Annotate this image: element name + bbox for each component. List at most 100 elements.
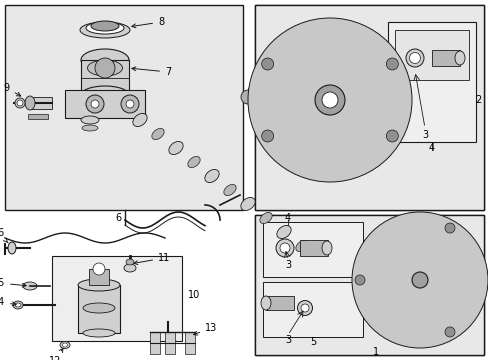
Bar: [247, 88, 267, 106]
Text: 7: 7: [132, 67, 171, 77]
Bar: [263, 222, 362, 277]
Circle shape: [261, 130, 273, 142]
Ellipse shape: [405, 49, 423, 67]
Ellipse shape: [23, 282, 37, 290]
Ellipse shape: [408, 53, 420, 63]
Ellipse shape: [321, 241, 331, 255]
Ellipse shape: [60, 342, 70, 348]
Circle shape: [274, 45, 384, 155]
Circle shape: [261, 58, 273, 70]
Ellipse shape: [126, 259, 134, 265]
Circle shape: [93, 263, 105, 275]
Circle shape: [247, 18, 411, 182]
Ellipse shape: [62, 343, 67, 347]
Circle shape: [354, 275, 364, 285]
Circle shape: [444, 327, 454, 337]
Text: 4: 4: [285, 213, 290, 223]
Ellipse shape: [15, 98, 25, 108]
Bar: [431, 50, 459, 66]
Ellipse shape: [80, 22, 130, 38]
Circle shape: [121, 95, 139, 113]
Circle shape: [444, 223, 454, 233]
Bar: [263, 282, 362, 337]
Text: 3: 3: [285, 335, 290, 345]
Ellipse shape: [83, 329, 115, 337]
Ellipse shape: [168, 141, 183, 154]
Bar: [89, 269, 109, 285]
Circle shape: [321, 92, 337, 108]
Circle shape: [386, 58, 398, 70]
Bar: [5, 5, 243, 210]
Ellipse shape: [204, 170, 219, 183]
Bar: [184, 332, 195, 354]
Text: 13: 13: [193, 323, 217, 335]
Text: 6: 6: [115, 213, 121, 223]
Text: 3: 3: [285, 260, 290, 270]
Bar: [254, 5, 483, 210]
Text: 1: 1: [372, 347, 378, 357]
Ellipse shape: [81, 49, 129, 71]
Bar: [78, 285, 120, 333]
Ellipse shape: [17, 100, 23, 106]
Ellipse shape: [13, 301, 23, 309]
Ellipse shape: [301, 304, 308, 312]
Circle shape: [91, 100, 99, 108]
Ellipse shape: [86, 22, 124, 34]
Bar: [150, 332, 160, 354]
Circle shape: [351, 212, 487, 348]
Bar: [265, 296, 293, 310]
Ellipse shape: [276, 225, 290, 239]
Circle shape: [126, 100, 134, 108]
Ellipse shape: [297, 301, 312, 315]
Circle shape: [386, 130, 398, 142]
Text: 16: 16: [0, 228, 8, 243]
Bar: [387, 22, 475, 142]
Bar: [65, 90, 145, 118]
Text: 3: 3: [421, 130, 427, 140]
Ellipse shape: [187, 156, 200, 168]
Text: 5: 5: [309, 337, 315, 347]
Text: 15: 15: [0, 278, 26, 288]
Bar: [254, 5, 483, 210]
Circle shape: [389, 250, 449, 310]
Bar: [254, 215, 483, 355]
Circle shape: [289, 60, 369, 140]
Circle shape: [305, 75, 354, 125]
Text: 8: 8: [132, 17, 164, 28]
Text: 4: 4: [428, 143, 434, 153]
Circle shape: [411, 272, 427, 288]
Bar: [394, 30, 468, 80]
Ellipse shape: [295, 240, 307, 252]
Text: 12: 12: [49, 348, 63, 360]
Ellipse shape: [25, 96, 35, 110]
Bar: [164, 332, 175, 354]
Bar: [81, 60, 129, 95]
Text: 10: 10: [187, 290, 200, 300]
Ellipse shape: [275, 239, 293, 257]
Ellipse shape: [8, 242, 16, 254]
Circle shape: [314, 85, 345, 115]
Ellipse shape: [261, 296, 270, 310]
Circle shape: [375, 236, 463, 324]
Ellipse shape: [454, 51, 464, 65]
Circle shape: [363, 224, 475, 336]
Ellipse shape: [78, 279, 120, 291]
Circle shape: [86, 95, 104, 113]
Text: 2: 2: [475, 95, 481, 105]
Bar: [52, 256, 182, 341]
Circle shape: [241, 90, 254, 104]
Circle shape: [262, 32, 397, 168]
Bar: [30, 97, 52, 109]
Ellipse shape: [15, 303, 21, 307]
Ellipse shape: [259, 212, 272, 224]
Bar: [28, 114, 48, 119]
Ellipse shape: [81, 86, 129, 104]
Text: 9: 9: [4, 83, 20, 96]
Circle shape: [401, 262, 437, 298]
Bar: [254, 215, 483, 355]
Ellipse shape: [124, 264, 136, 272]
Text: 11: 11: [134, 253, 170, 265]
Ellipse shape: [91, 21, 119, 31]
Bar: [299, 240, 327, 256]
Ellipse shape: [81, 116, 99, 124]
